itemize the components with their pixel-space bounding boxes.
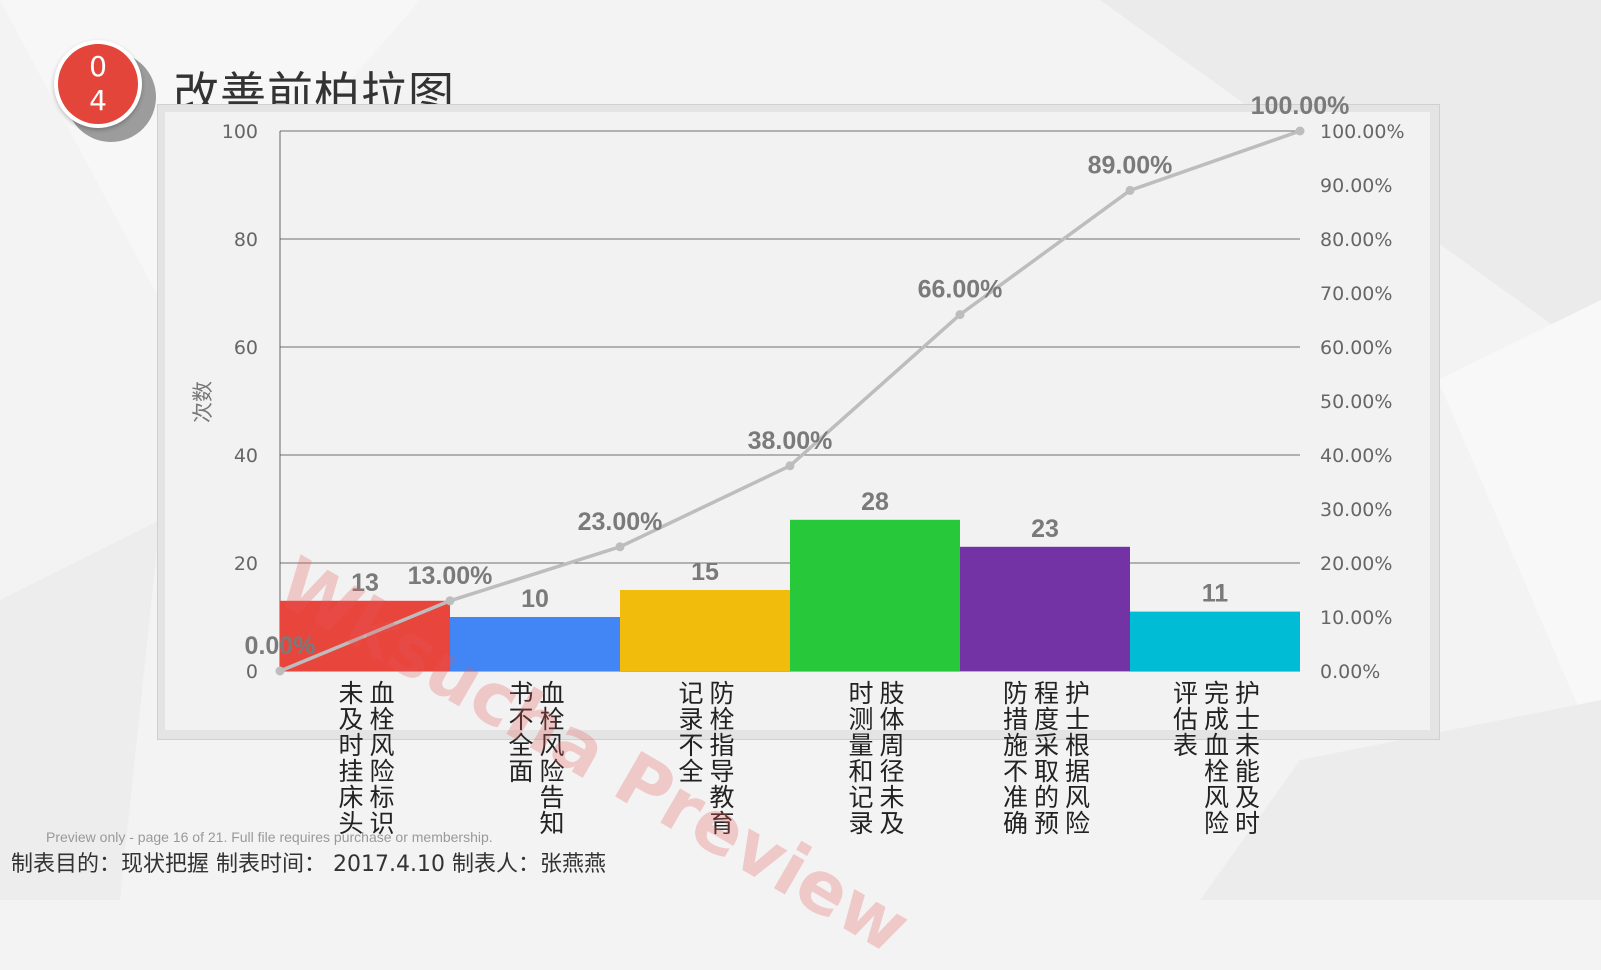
bar bbox=[790, 519, 960, 671]
y-tick-label: 60 bbox=[234, 337, 258, 359]
bar bbox=[450, 617, 620, 671]
badge-digit-2: 4 bbox=[89, 84, 107, 117]
y2-tick-label: 80.00% bbox=[1320, 229, 1392, 251]
pareto-chart: 0 20 40 60 80 100 0.00% 10.00% 20.00% 30.00% 40.00… bbox=[191, 92, 1405, 683]
cumulative-point bbox=[1295, 126, 1305, 136]
y-tick-label: 20 bbox=[234, 553, 258, 575]
x-category-label: 肢体周径未及时测量和记录 bbox=[845, 680, 905, 836]
x-category-label: 护士根据风险程度采取的预防措施不准确 bbox=[999, 680, 1091, 836]
x-category-label: 血栓风险告知书不全面 bbox=[505, 680, 565, 836]
y2-tick-label: 90.00% bbox=[1320, 175, 1392, 197]
bar-value-label: 23 bbox=[1031, 515, 1059, 543]
y2-tick-label: 20.00% bbox=[1320, 553, 1392, 575]
y-tick-label: 100 bbox=[222, 121, 258, 143]
cumulative-label: 23.00% bbox=[578, 508, 663, 536]
bar bbox=[620, 590, 790, 671]
y2-tick-label: 0.00% bbox=[1320, 661, 1380, 683]
cumulative-label: 89.00% bbox=[1088, 151, 1173, 179]
x-category-label: 防栓指导教育记录不全 bbox=[675, 680, 735, 836]
y2-tick-label: 70.00% bbox=[1320, 283, 1392, 305]
y2-tick-label: 10.00% bbox=[1320, 607, 1392, 629]
cumulative-point bbox=[955, 310, 965, 320]
cumulative-label: 13.00% bbox=[408, 562, 493, 590]
y2-tick-label: 40.00% bbox=[1320, 445, 1392, 467]
footer-info: 制表目的：现状把握 制表时间： 2017.4.10 制表人：张燕燕 bbox=[11, 852, 606, 877]
y2-tick-label: 50.00% bbox=[1320, 391, 1392, 413]
bar-value-label: 13 bbox=[351, 569, 379, 597]
cumulative-point bbox=[785, 461, 795, 471]
cumulative-label: 38.00% bbox=[748, 427, 833, 455]
y-tick-label: 40 bbox=[234, 445, 258, 467]
cumulative-label: 100.00% bbox=[1251, 92, 1350, 120]
section-number-badge: 0 4 bbox=[54, 40, 142, 128]
y2-tick-label: 60.00% bbox=[1320, 337, 1392, 359]
x-category-label: 护士未能及时完成血栓风险评估表 bbox=[1169, 680, 1261, 836]
cumulative-point bbox=[445, 596, 455, 606]
bar-value-label: 15 bbox=[691, 558, 719, 586]
cumulative-point bbox=[275, 666, 285, 676]
cumulative-label: 0.00% bbox=[245, 632, 316, 660]
cumulative-point bbox=[1125, 185, 1135, 195]
y-axis-label: 次数 bbox=[191, 381, 215, 423]
bar bbox=[1130, 611, 1300, 671]
bar bbox=[960, 546, 1130, 671]
cumulative-point bbox=[615, 542, 625, 552]
preview-note: Preview only - page 16 of 21. Full file … bbox=[46, 829, 493, 845]
bar-value-label: 10 bbox=[521, 585, 549, 613]
bar-value-label: 11 bbox=[1202, 580, 1229, 608]
y2-tick-label: 100.00% bbox=[1320, 121, 1405, 143]
badge-digit-1: 0 bbox=[89, 50, 107, 83]
y2-tick-label: 30.00% bbox=[1320, 499, 1392, 521]
bar-value-label: 28 bbox=[861, 488, 889, 516]
cumulative-label: 66.00% bbox=[918, 276, 1003, 304]
y-tick-label: 80 bbox=[234, 229, 258, 251]
y-tick-label: 0 bbox=[246, 661, 258, 683]
x-category-label: 血栓风险标识未及时挂床头 bbox=[335, 680, 395, 836]
